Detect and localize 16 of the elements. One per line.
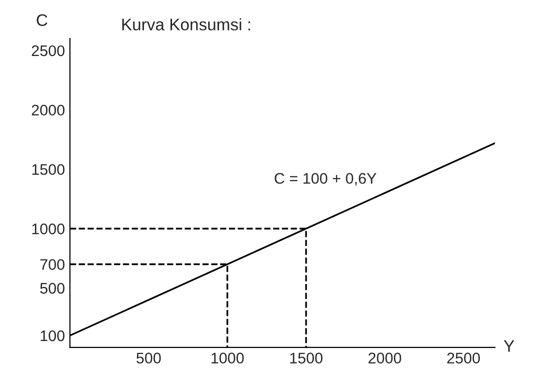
x-tick-label: 1000 [212, 352, 244, 364]
x-tick-label: 2500 [447, 352, 480, 364]
y-tick-label: 500 [40, 282, 64, 294]
chart-title: Kurva Konsumsi : [122, 18, 250, 30]
y-tick-label: 1000 [32, 224, 64, 234]
annotation: C = 100 + 0,6Y [274, 172, 376, 186]
x-tick-label: 1500 [290, 352, 322, 364]
y-tick-label: 700 [40, 259, 64, 270]
y-tick-label: 1500 [32, 164, 64, 175]
x-tick-label: 2000 [368, 352, 402, 364]
x-axis-title: Y [504, 340, 514, 352]
y-axis-title: C [36, 14, 48, 26]
y-tick-label: 2000 [32, 104, 64, 116]
x-tick-label: 500 [136, 352, 161, 364]
y-tick-label: 100 [40, 330, 64, 342]
y-tick-label: 2500 [32, 45, 64, 56]
